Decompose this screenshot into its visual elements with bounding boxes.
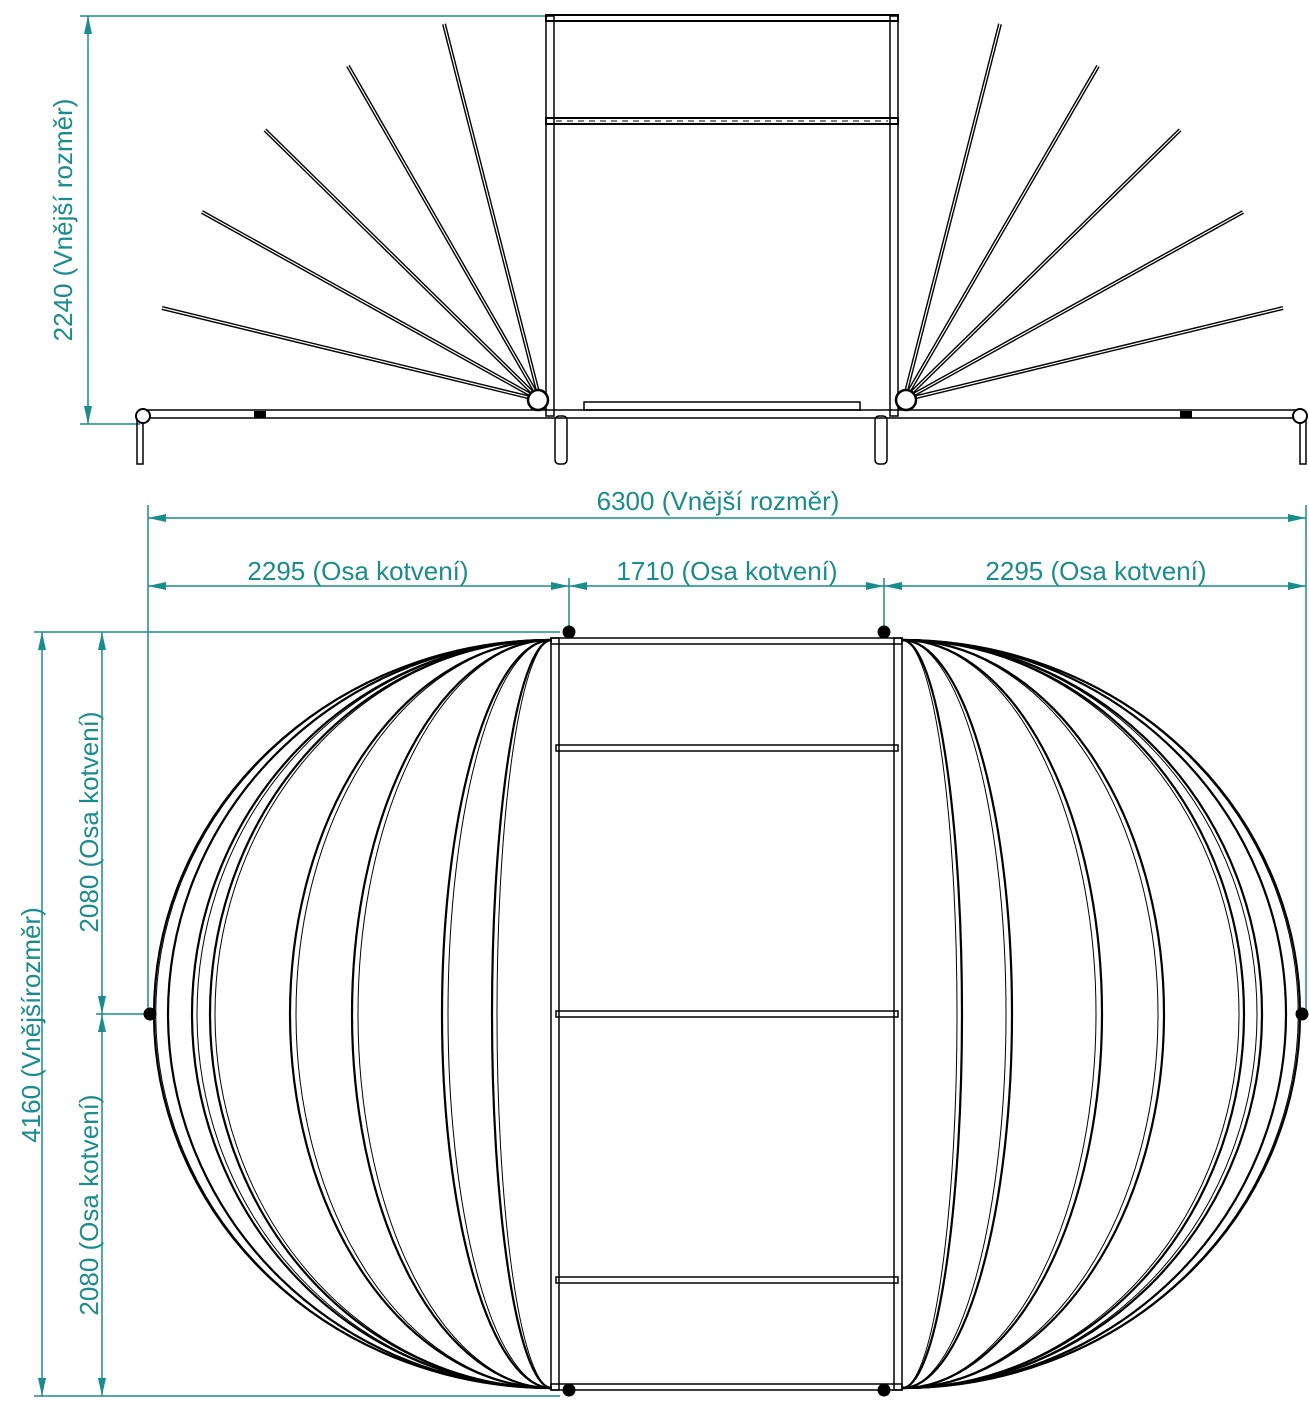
folded-hoops-left [161, 23, 550, 412]
left-anchor-label: 2295 (Osa kotvení) [247, 556, 468, 586]
right-anchor-label: 2295 (Osa kotvení) [985, 556, 1206, 586]
top-view-dimensions: 6300 (Vnější rozměr) 2295 (Osa kotvení) … [16, 486, 1307, 1397]
overall-width-label: 6300 (Vnější rozměr) [597, 486, 840, 516]
door-frame [545, 14, 899, 417]
base-rail [135, 408, 1308, 465]
top-view [143, 625, 1309, 1397]
lower-half-label: 2080 (Osa kotvení) [74, 1094, 104, 1315]
upper-half-label: 2080 (Osa kotvení) [74, 711, 104, 932]
height-dimension: 2240 (Vnější rozměr) [48, 15, 548, 425]
center-anchor-label: 1710 (Osa kotvení) [616, 556, 837, 586]
overall-width-dimension: 6300 (Vnější rozměr) [147, 486, 1307, 1012]
side-view: 2240 (Vnější rozměr) [48, 14, 1308, 465]
anchor-dimensions-row: 2295 (Osa kotvení) 1710 (Osa kotvení) 22… [148, 556, 1306, 630]
hoops-right [901, 638, 1302, 1390]
overall-depth-label: 4160 (Vnějšírozměr) [16, 907, 46, 1143]
overall-depth-dimension: 4160 (Vnějšírozměr) [16, 631, 560, 1397]
height-dim-label: 2240 (Vnější rozměr) [48, 99, 78, 342]
folded-hoops-right [894, 23, 1284, 412]
hoops-left [152, 638, 553, 1390]
half-depth-dimensions: 2080 (Osa kotvení) 2080 (Osa kotvení) [74, 632, 150, 1396]
